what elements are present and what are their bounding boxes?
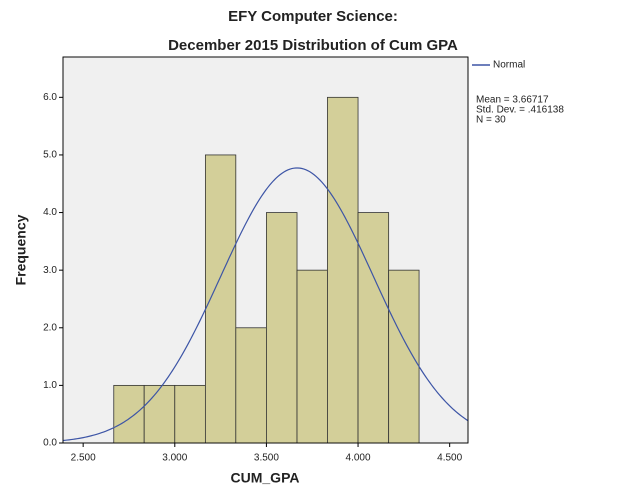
normal-curve bbox=[62, 167, 469, 442]
bar bbox=[113, 384, 145, 444]
bar bbox=[266, 212, 298, 444]
y-tick-label: 1.0 bbox=[43, 380, 57, 391]
y-tick-label: 0.0 bbox=[43, 438, 57, 449]
legend-label: Normal bbox=[493, 60, 525, 71]
plot-border bbox=[62, 56, 469, 444]
stat-n: N = 30 bbox=[476, 115, 506, 126]
y-axis-title: Frequency bbox=[13, 214, 29, 285]
x-tick-label: 3.000 bbox=[162, 453, 187, 464]
x-tick-label: 2.500 bbox=[71, 453, 96, 464]
bar bbox=[143, 384, 176, 444]
y-tick-label: 5.0 bbox=[43, 150, 57, 161]
bar bbox=[174, 384, 206, 444]
bar bbox=[296, 269, 328, 444]
x-tick-label: 3.500 bbox=[254, 453, 279, 464]
bar bbox=[388, 269, 420, 444]
stat-sd: Std. Dev. = .416138 bbox=[476, 105, 564, 116]
x-tick-label: 4.000 bbox=[346, 453, 371, 464]
chart-subtitle: December 2015 Distribution of Cum GPA bbox=[168, 37, 458, 54]
bar bbox=[327, 96, 359, 444]
x-axis-title: CUM_GPA bbox=[231, 470, 300, 486]
bar bbox=[235, 327, 267, 444]
chart-title: EFY Computer Science: bbox=[228, 8, 398, 25]
y-tick-label: 3.0 bbox=[43, 265, 57, 276]
bar bbox=[357, 212, 390, 444]
y-tick-label: 2.0 bbox=[43, 322, 57, 333]
x-tick-label: 4.500 bbox=[437, 453, 462, 464]
y-tick-label: 6.0 bbox=[43, 92, 57, 103]
stat-mean: Mean = 3.66717 bbox=[476, 95, 549, 106]
y-tick-label: 4.0 bbox=[43, 207, 57, 218]
